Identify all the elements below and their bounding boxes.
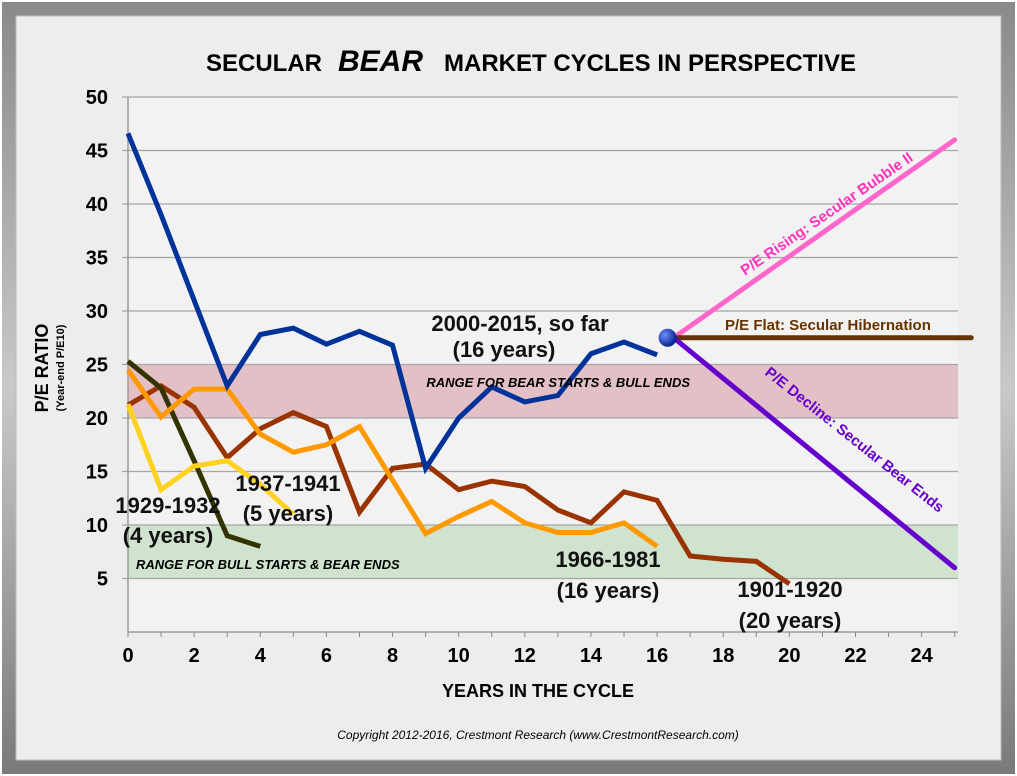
x-tick-label: 22 (844, 645, 866, 667)
y-axis-label: P/E RATIO (32, 324, 52, 413)
label-1929-1932-line2: (4 years) (123, 523, 214, 548)
y-tick-label: 30 (86, 301, 108, 323)
label-1937-1941-line1: 1937-1941 (235, 471, 340, 496)
label-1966-1981-line1: 1966-1981 (555, 547, 660, 572)
projection-label-flat: P/E Flat: Secular Hibernation (725, 317, 931, 334)
x-tick-label: 12 (514, 645, 536, 667)
y-tick-label: 35 (86, 248, 108, 270)
series-line-1937-1941 (125, 403, 296, 517)
x-tick-label: 20 (778, 645, 800, 667)
chart-title-part1: SECULAR (206, 50, 322, 77)
projection-line-rising (671, 137, 958, 341)
y-tick-label: 20 (86, 408, 108, 430)
label-1937-1941-line2: (5 years) (243, 501, 334, 526)
projection-start-marker (658, 328, 677, 347)
label-1901-1920-line1: 1901-1920 (737, 577, 842, 602)
x-tick-label: 0 (122, 645, 133, 667)
label-2000-2015-line1: 2000-2015, so far (431, 311, 609, 336)
x-tick-label: 24 (911, 645, 934, 667)
y-tick-label: 45 (86, 141, 108, 163)
copyright: Copyright 2012-2016, Crestmont Research … (337, 728, 739, 742)
chart-title-part3: MARKET CYCLES IN PERSPECTIVE (444, 50, 856, 77)
x-tick-label: 18 (712, 645, 734, 667)
series-line-2000-2015 (125, 132, 658, 475)
band-label-bull: RANGE FOR BULL STARTS & BEAR ENDS (136, 557, 400, 572)
x-tick-label: 2 (189, 645, 200, 667)
label-1929-1932-line1: 1929-1932 (115, 493, 220, 518)
x-tick-label: 16 (646, 645, 668, 667)
y-tick-label: 5 (97, 569, 108, 591)
x-tick-label: 6 (321, 645, 332, 667)
label-1966-1981-line2: (16 years) (557, 578, 660, 603)
x-tick-label: 4 (255, 645, 267, 667)
projection-line-decline (671, 335, 958, 571)
x-tick-label: 14 (580, 645, 603, 667)
x-axis-label: YEARS IN THE CYCLE (442, 681, 634, 701)
y-tick-label: 15 (86, 462, 108, 484)
y-axis-sublabel: (Year-end P/E10) (55, 324, 67, 411)
band-label-bear: RANGE FOR BEAR STARTS & BULL ENDS (426, 375, 690, 390)
y-tick-label: 40 (86, 194, 108, 216)
label-1901-1920-line2: (20 years) (739, 608, 842, 633)
y-tick-label: 25 (86, 355, 108, 377)
series-line-1966-1981 (125, 368, 659, 549)
label-2000-2015-line2: (16 years) (453, 337, 556, 362)
y-tick-label: 10 (86, 515, 108, 537)
chart-title-part2: BEAR (338, 45, 423, 78)
series-line-1929-1932 (126, 359, 262, 549)
band-bull-range (128, 525, 958, 579)
series-line-1901-1920 (126, 382, 791, 586)
y-tick-label: 50 (86, 87, 108, 109)
x-tick-label: 8 (387, 645, 398, 667)
x-tick-label: 10 (448, 645, 470, 667)
band-bear-range (128, 364, 958, 418)
